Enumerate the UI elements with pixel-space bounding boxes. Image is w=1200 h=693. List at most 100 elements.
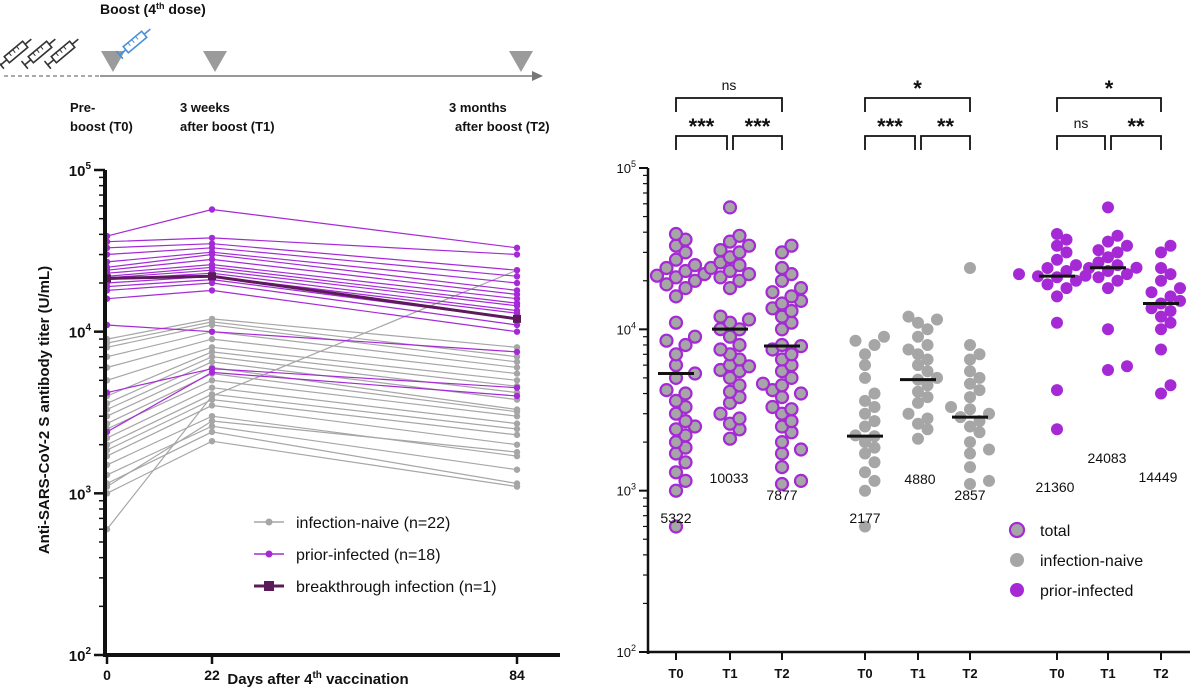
data-point-total (713, 342, 728, 357)
data-point-total (678, 281, 693, 296)
data-point-naive (208, 353, 216, 360)
data-point-prior-infected (1121, 268, 1133, 281)
data-point-infection-naive (868, 456, 881, 469)
syringe-barrel (3, 40, 29, 64)
significance-bracket (1056, 97, 1162, 112)
data-point-prior-infected (1060, 246, 1073, 259)
significance-bracket (675, 97, 783, 112)
data-point-infection-naive (868, 441, 881, 454)
data-point-total (668, 270, 684, 285)
tick-base: 10 (617, 645, 631, 660)
data-point-naive (513, 425, 521, 433)
median-label: 14449 (1139, 469, 1178, 485)
data-point-naive (513, 466, 521, 473)
data-point-prior-infected (1164, 379, 1177, 392)
data-point-prior-infected (1060, 282, 1073, 295)
data-point-prior (208, 287, 216, 294)
data-point-total (722, 281, 738, 296)
data-point-prior-infected (1155, 343, 1167, 356)
data-point-total (774, 435, 790, 450)
data-point-total (668, 226, 684, 242)
data-point-infection-naive (945, 401, 957, 413)
data-point-prior-infected (1155, 262, 1167, 274)
data-point-prior (513, 321, 521, 329)
data-point-total (713, 270, 728, 285)
right-x-tick-label: T0 (1049, 666, 1064, 681)
left-x-tick-label: 0 (103, 667, 111, 683)
data-point-naive (513, 377, 521, 384)
data-point-naive (513, 413, 521, 420)
data-point-prior (208, 206, 216, 213)
data-point-naive (208, 377, 216, 384)
syringe-plunger (24, 59, 32, 66)
data-point-prior-infected (1111, 274, 1124, 287)
data-point-total (678, 414, 693, 429)
data-point-infection-naive (902, 343, 915, 356)
data-point-prior-infected (1070, 259, 1082, 272)
syringe-handle (0, 60, 5, 70)
data-point-prior-infected (1102, 235, 1114, 248)
data-point-total (668, 347, 684, 362)
data-point-prior-infected (1092, 271, 1105, 284)
syringe-icons (0, 28, 151, 70)
data-point-total (784, 238, 799, 253)
data-point-total (741, 312, 757, 327)
data-point-prior-infected (1051, 423, 1063, 436)
data-point-total (741, 359, 757, 374)
significance-label: ** (1127, 114, 1145, 139)
tick-exponent: 2 (85, 646, 91, 657)
syringe-tick (8, 52, 12, 57)
data-point-prior (208, 234, 216, 242)
data-point-infection-naive (859, 447, 871, 460)
timeline-arrowhead-icon (532, 71, 543, 81)
right-chart-medians: 5322 10033 7877 2177 4880 2857 21360 24083 14449 (658, 266, 1179, 526)
data-point-infection-naive (964, 420, 976, 433)
left-chart-points (103, 206, 521, 533)
series-line-naive (106, 431, 518, 485)
data-point-total (793, 386, 809, 401)
data-point-total (722, 200, 738, 215)
right-x-tick-label: T2 (774, 666, 789, 681)
data-point-infection-naive (912, 417, 924, 430)
syringe-plunger (0, 59, 8, 66)
data-point-total (668, 422, 684, 437)
data-point-prior-infected (1155, 387, 1167, 400)
data-point-infection-naive (921, 391, 934, 404)
data-point-prior-infected (1060, 265, 1073, 277)
data-point-infection-naive (902, 310, 915, 323)
legend-circle-marker (265, 518, 273, 526)
left-y-tick-label: 102 (69, 646, 92, 665)
data-point-total (713, 406, 728, 421)
legend-marker (1008, 521, 1026, 539)
tick-exponent: 5 (631, 159, 636, 169)
legend-marker (1010, 553, 1024, 567)
syringe-tick (16, 46, 20, 50)
data-point-infection-naive (973, 384, 986, 397)
legend-marker (1010, 583, 1024, 597)
data-point-naive (513, 480, 521, 487)
data-point-prior-infected (1102, 201, 1114, 214)
data-point-naive (513, 353, 521, 360)
data-point-infection-naive (912, 348, 924, 361)
median-label: 10033 (710, 470, 749, 486)
significance-bracket (920, 135, 971, 150)
data-point-naive (513, 358, 521, 366)
data-point-prior-infected (1155, 310, 1167, 323)
syringe-needle (24, 38, 32, 45)
syringe-handle (43, 60, 52, 70)
median-label: 7877 (766, 487, 797, 503)
data-point-infection-naive (973, 348, 986, 361)
data-point-prior-infected (1155, 274, 1167, 287)
data-point-prior-infected (1164, 290, 1177, 303)
data-point-infection-naive (912, 432, 924, 445)
data-point-total (774, 296, 790, 311)
data-point-total (678, 386, 693, 401)
data-point-prior-infected (1060, 233, 1073, 246)
data-point-total (774, 476, 790, 492)
data-point-naive (208, 396, 216, 403)
data-point-infection-naive (964, 391, 976, 404)
data-point-infection-naive (964, 461, 976, 474)
legend-circle-marker (265, 550, 273, 558)
data-point-breakthrough (513, 314, 521, 323)
